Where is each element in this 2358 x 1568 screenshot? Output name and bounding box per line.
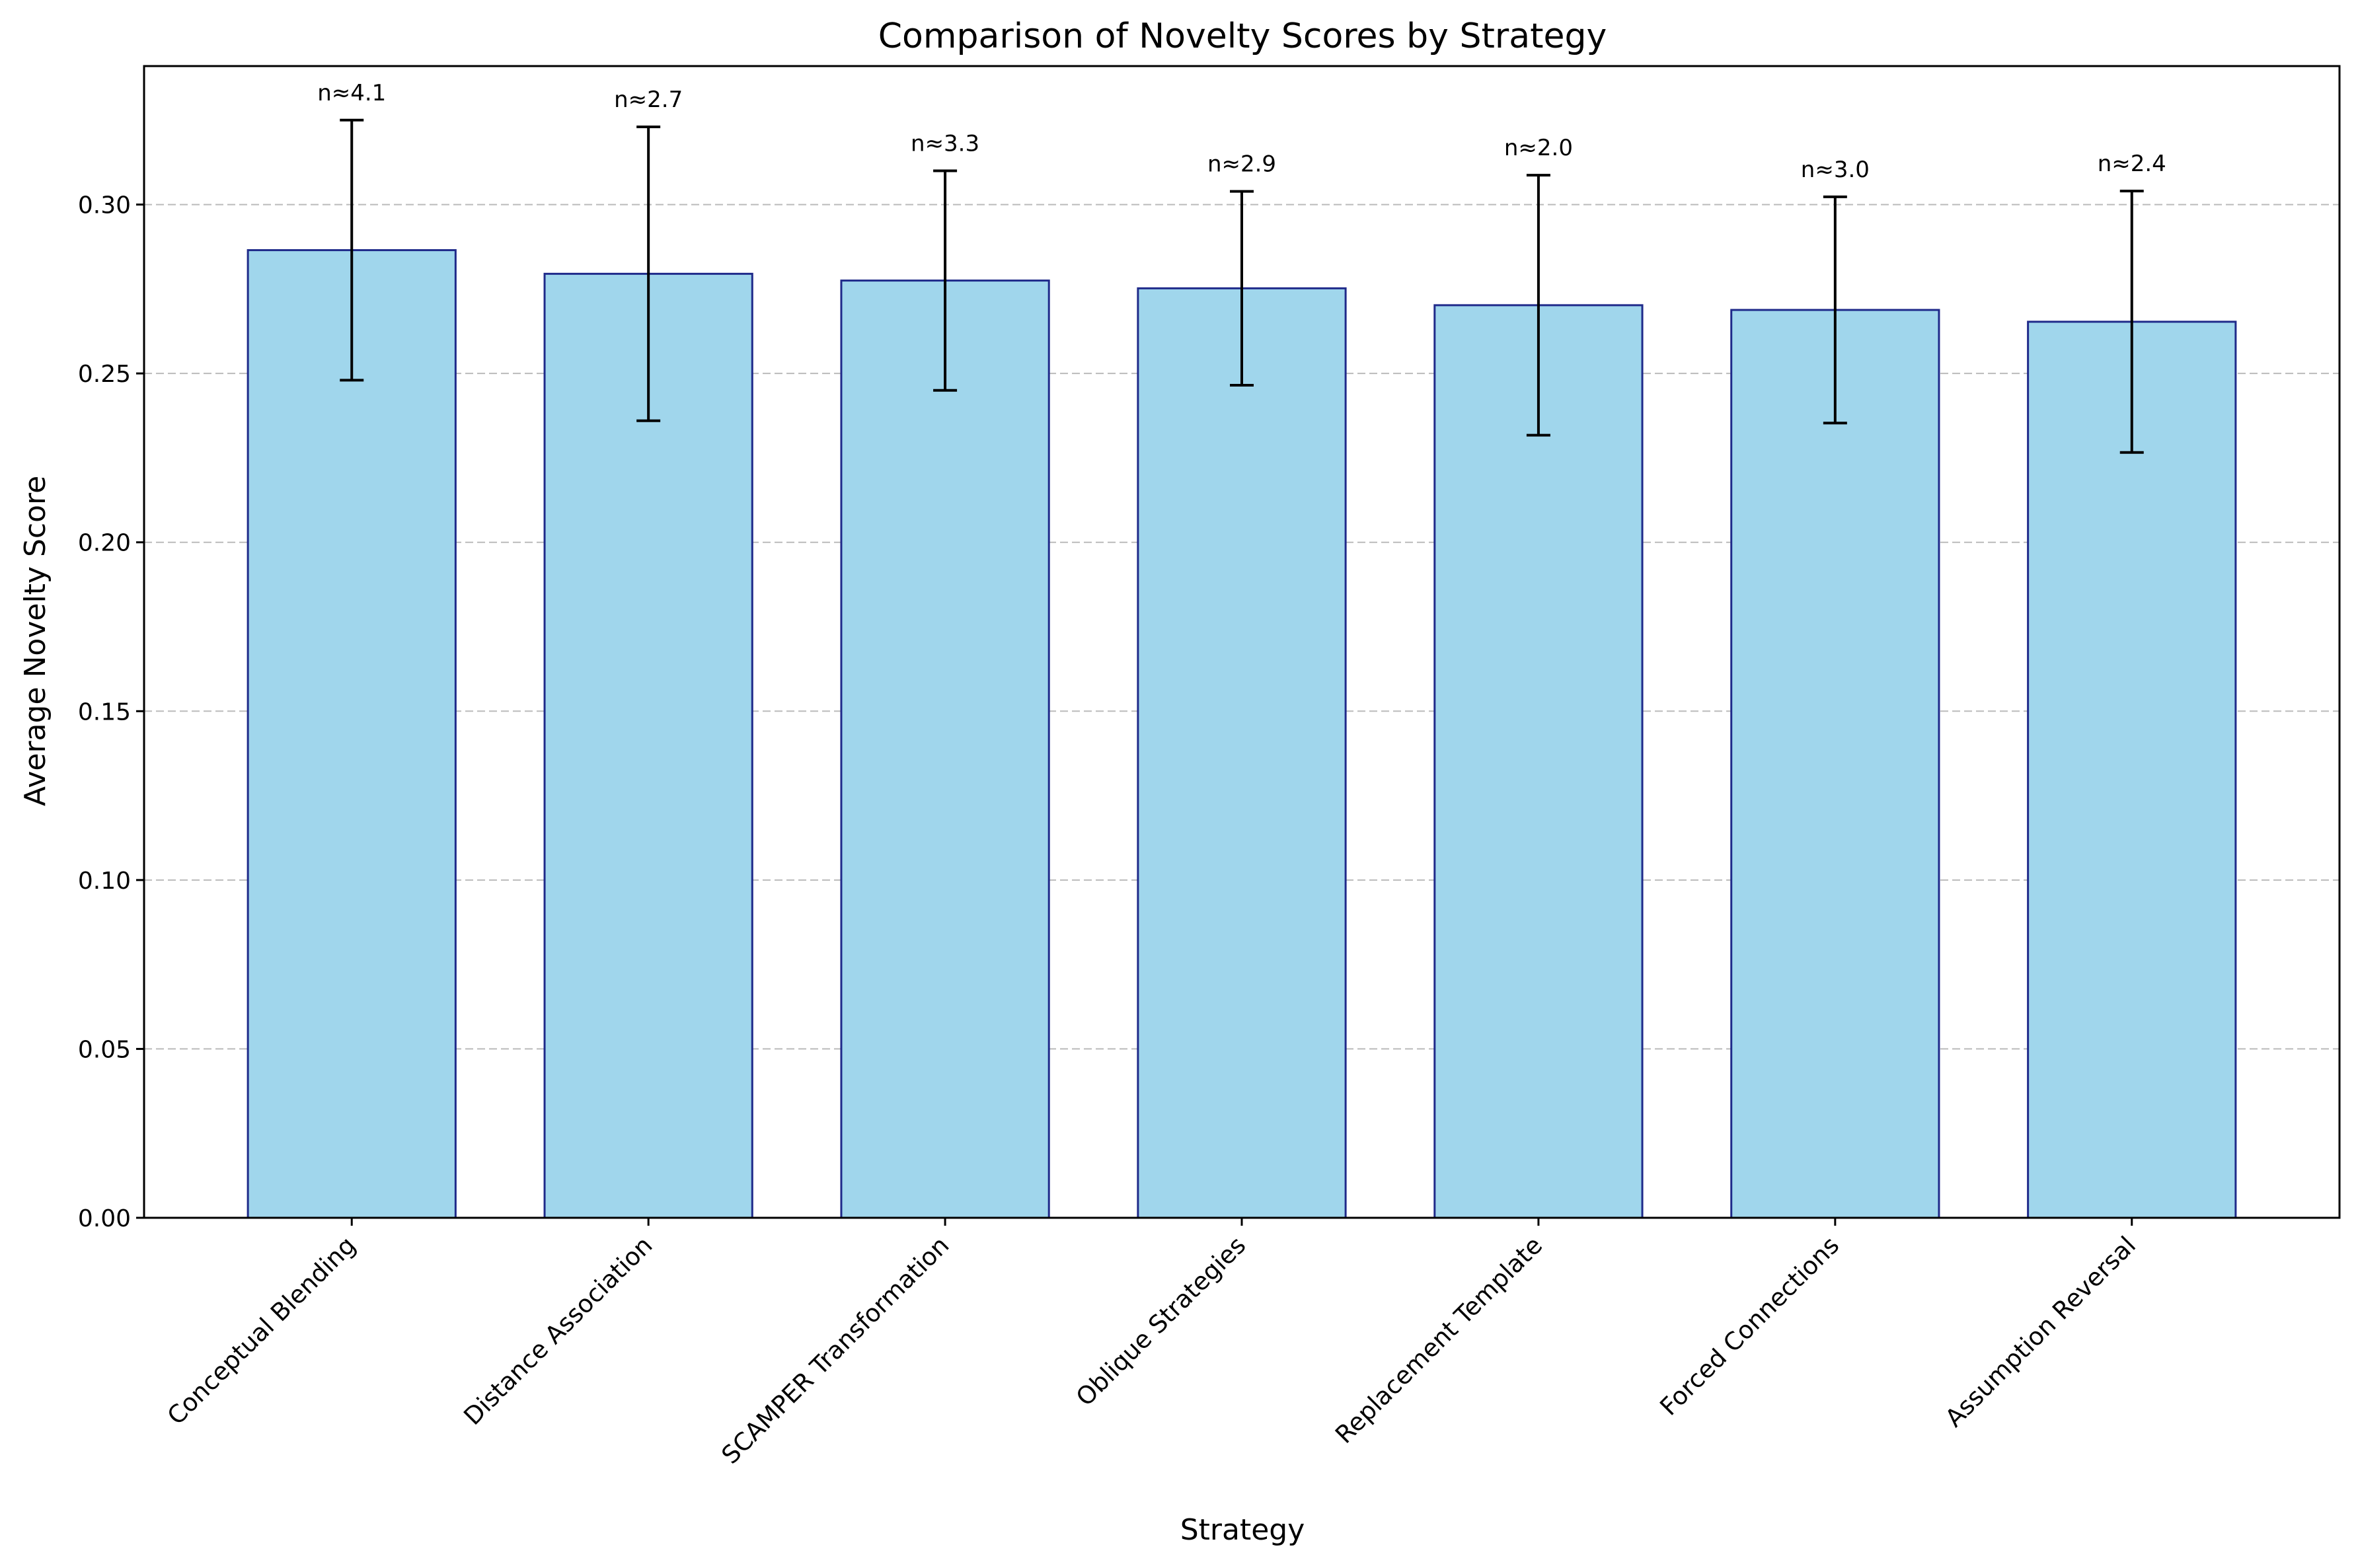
bar-annotation: n≈2.9 <box>1207 151 1276 178</box>
bars <box>247 249 2237 1219</box>
y-tick-label: 0.30 <box>78 192 131 219</box>
bar <box>2027 320 2237 1219</box>
y-tick-label: 0.15 <box>78 698 131 726</box>
bar <box>247 249 457 1219</box>
bar-annotation: n≈2.4 <box>2098 151 2166 177</box>
y-tick-label: 0.25 <box>78 361 131 388</box>
bar-annotation: n≈3.0 <box>1801 157 1870 183</box>
x-axis-label: Strategy <box>1180 1513 1305 1547</box>
bar-annotation: n≈2.0 <box>1504 135 1573 161</box>
bar <box>1433 304 1644 1219</box>
bar-annotation: n≈2.7 <box>614 87 683 113</box>
bar <box>1137 287 1347 1219</box>
y-tick-label: 0.05 <box>78 1036 131 1063</box>
bar-annotation: n≈4.1 <box>317 80 386 106</box>
error-bars <box>340 118 2144 454</box>
y-tick-label: 0.00 <box>78 1205 131 1232</box>
bar <box>543 272 753 1219</box>
bar <box>1730 309 1940 1219</box>
y-axis-ticks: 0.00 0.05 0.10 0.15 0.20 0.25 0.30 <box>78 192 144 1232</box>
y-axis-label: Average Novelty Score <box>19 476 52 806</box>
annotations: n≈4.1 n≈2.7 n≈3.3 n≈2.9 n≈2.0 n≈3.0 n≈2.4 <box>317 80 2166 183</box>
bar-annotation: n≈3.3 <box>911 130 979 157</box>
chart-title: Comparison of Novelty Scores by Strategy <box>878 17 1607 56</box>
bar <box>840 280 1050 1219</box>
y-tick-label: 0.20 <box>78 530 131 557</box>
y-tick-label: 0.10 <box>78 868 131 895</box>
